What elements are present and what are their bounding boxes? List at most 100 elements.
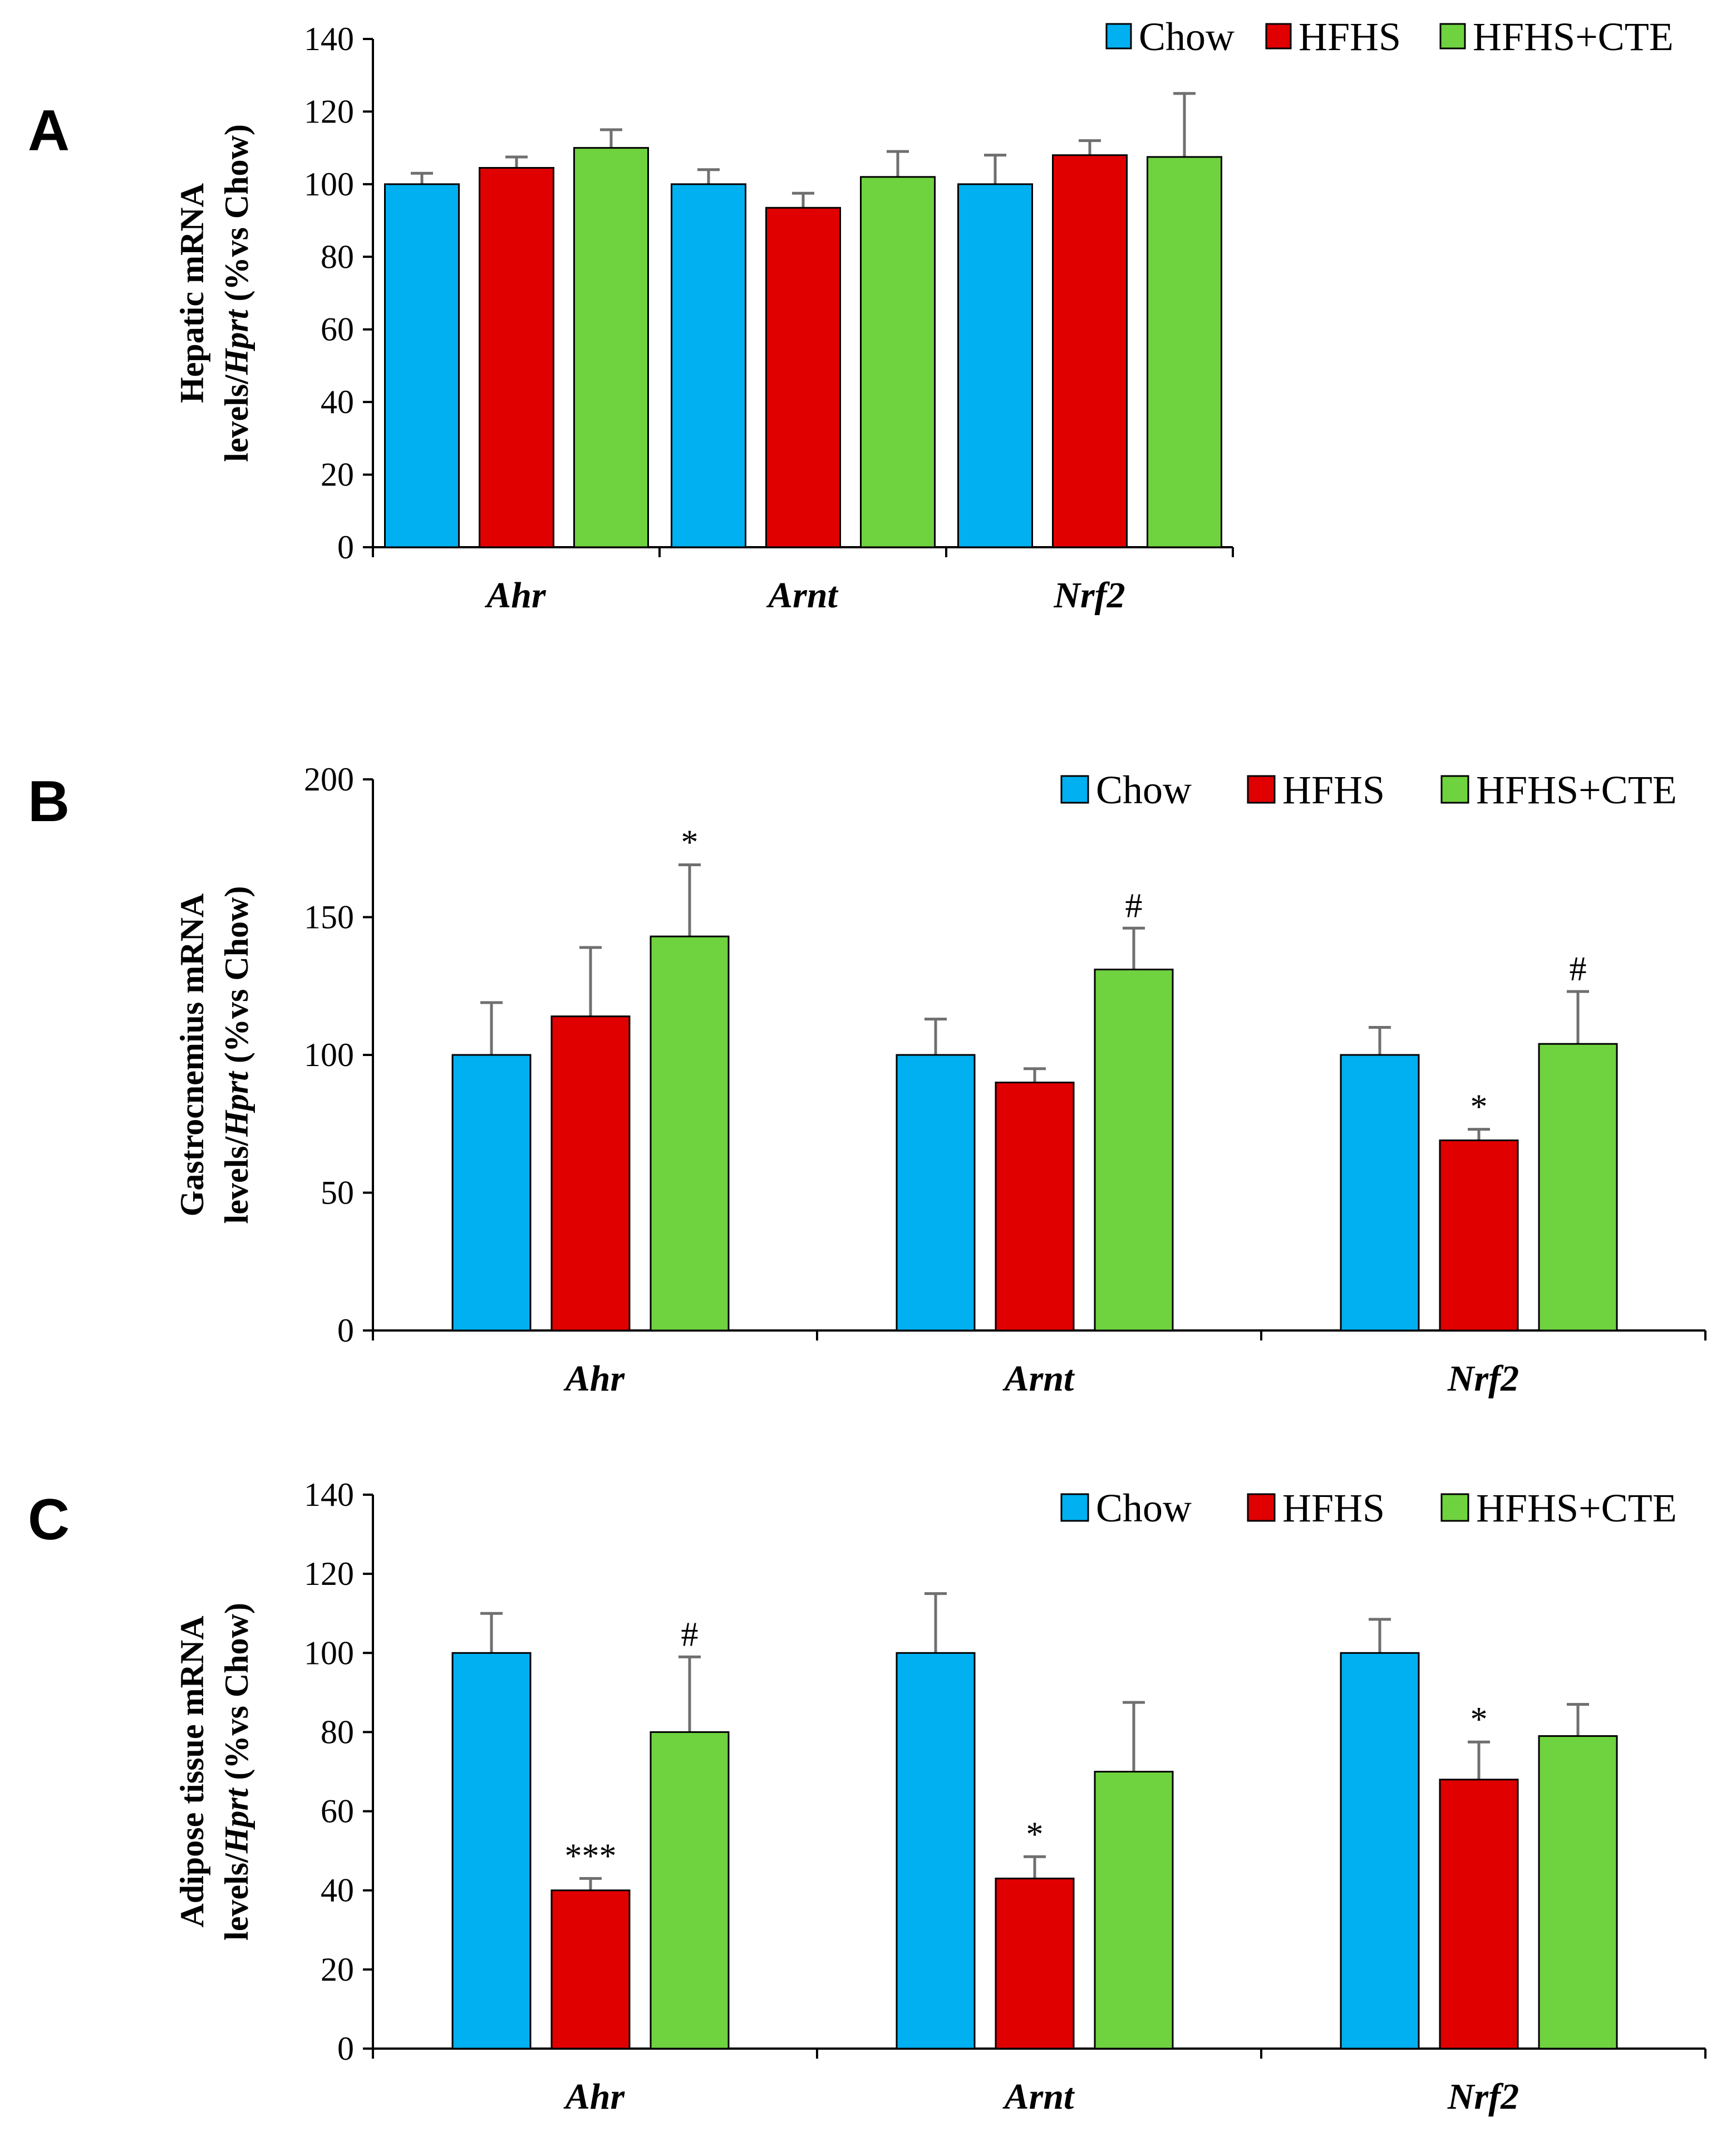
significance-mark: #: [681, 1615, 699, 1653]
bar-Nrf2-Chow: [1340, 1054, 1420, 1332]
y-axis-label-prefix: levels/: [218, 374, 255, 462]
panel-letter: C: [28, 1487, 70, 1552]
bar-Nrf2-HFHS+CTE: [1538, 1043, 1618, 1332]
legend-label: Chow: [1096, 768, 1192, 812]
y-axis-label-suffix: (%vs Chow): [218, 124, 255, 310]
legend-swatch-HFHS: [1247, 1493, 1276, 1522]
legend-swatch-Chow: [1060, 1493, 1089, 1522]
bar-Arnt-HFHS+CTE: [1094, 969, 1174, 1332]
y-axis-label-line1: Gastrocnemius mRNA: [174, 893, 210, 1217]
panel-C: C Adipose tissue mRNA levels/Hprt (%vs Cho…: [28, 1476, 1707, 2117]
y-tick-label: 0: [337, 1312, 354, 1349]
category-label-Nrf2: Nrf2: [1053, 575, 1125, 616]
y-tick-label: 60: [321, 1793, 354, 1830]
legend-label: HFHS+CTE: [1473, 14, 1674, 59]
y-axis-label-gene: Hprt: [218, 1787, 255, 1854]
panel-A: A Hepatic mRNAlevels/Hprt (%vs Chow) 0 20 40…: [28, 14, 1674, 616]
bar-Nrf2-HFHS: [1439, 1139, 1519, 1332]
legend-label: HFHS: [1282, 768, 1385, 812]
y-tick-label: 100: [304, 1037, 354, 1073]
significance-mark: *: [1026, 1815, 1044, 1853]
y-axis-label: Hepatic mRNAlevels/Hprt (%vs Chow): [174, 124, 255, 462]
significance-mark: ***: [565, 1837, 617, 1875]
y-axis-label-line2: levels/Hprt (%vs Chow): [218, 886, 255, 1224]
y-tick-label: 40: [321, 384, 354, 420]
category-label-Arnt: Arnt: [766, 575, 838, 616]
legend-label: HFHS+CTE: [1476, 768, 1677, 812]
category-label-Arnt: Arnt: [1002, 2076, 1075, 2117]
legend-label: Chow: [1139, 14, 1235, 59]
bar-Arnt-HFHS+CTE: [1094, 1771, 1174, 2050]
bar-Arnt-Chow: [896, 1054, 976, 1332]
category-label-Ahr: Ahr: [484, 575, 547, 616]
y-axis-label-gene: Hprt: [218, 1071, 255, 1137]
bar-Nrf2-HFHS+CTE: [1147, 156, 1222, 548]
y-axis-label-suffix: (%vs Chow): [218, 1603, 255, 1788]
bar-Arnt-HFHS: [995, 1082, 1075, 1332]
bar-Ahr-HFHS+CTE: [650, 935, 730, 1332]
bar-Nrf2-Chow: [1340, 1652, 1420, 2050]
y-axis-label: Gastrocnemius mRNA levels/Hprt (%vs Chow): [174, 886, 255, 1224]
y-axis-label: Adipose tissue mRNA levels/Hprt (%vs Chow…: [174, 1603, 255, 1941]
y-tick-label: 50: [321, 1175, 354, 1211]
y-axis-label-prefix: levels/: [218, 1853, 255, 1941]
significance-mark: #: [1570, 950, 1587, 988]
y-tick-label: 80: [321, 1713, 354, 1750]
y-tick-label: 40: [321, 1872, 354, 1909]
significance-mark: *: [1471, 1088, 1488, 1126]
bar-Ahr-HFHS+CTE: [650, 1731, 730, 2050]
y-axis-label-prefix: levels/: [218, 1136, 255, 1224]
significance-mark: *: [1471, 1701, 1488, 1739]
y-tick-label: 20: [321, 456, 354, 493]
bar-Arnt-Chow: [896, 1652, 976, 2050]
y-axis-label-suffix: (%vs Chow): [218, 886, 255, 1072]
y-tick-label: 0: [337, 2030, 354, 2067]
y-axis-label-line2: levels/Hprt (%vs Chow): [218, 124, 255, 462]
y-tick-label: 80: [321, 238, 354, 275]
y-tick-label: 200: [304, 761, 354, 798]
bar-Ahr-HFHS+CTE: [573, 147, 649, 548]
bar-Ahr-HFHS: [479, 167, 554, 548]
bar-Nrf2-HFHS: [1439, 1779, 1519, 2050]
y-axis-label-gene: Hprt: [218, 308, 255, 375]
y-tick-label: 150: [304, 899, 354, 936]
legend-label: Chow: [1096, 1486, 1192, 1530]
y-axis-label-line2: levels/Hprt (%vs Chow): [218, 1603, 255, 1941]
legend-swatch-Chow: [1060, 775, 1089, 804]
y-tick-label: 120: [304, 1555, 354, 1592]
panel-letter: A: [28, 99, 70, 163]
category-label-Ahr: Ahr: [563, 2076, 626, 2117]
panel-letter: B: [28, 769, 70, 834]
significance-mark: #: [1125, 887, 1143, 925]
category-label-Arnt: Arnt: [1002, 1358, 1075, 1399]
y-axis-label-line1: Hepatic mRNA: [174, 183, 210, 403]
bar-Arnt-HFHS: [995, 1877, 1075, 2050]
bar-Nrf2-HFHS: [1052, 154, 1128, 548]
y-tick-label: 0: [337, 529, 354, 566]
significance-mark: *: [681, 823, 699, 861]
panel-B: B Gastrocnemius mRNA levels/Hprt (%vs Chow…: [28, 761, 1707, 1399]
y-tick-label: 100: [304, 1634, 354, 1671]
legend-swatch-Chow: [1105, 23, 1132, 50]
bar-Ahr-HFHS: [550, 1889, 631, 2050]
bar-Ahr-Chow: [451, 1054, 532, 1332]
bar-Nrf2-HFHS+CTE: [1538, 1735, 1618, 2050]
bar-Nrf2-Chow: [957, 183, 1033, 548]
legend-swatch-HFHS: [1247, 775, 1276, 804]
bar-Arnt-HFHS+CTE: [860, 176, 936, 548]
category-label-Nrf2: Nrf2: [1447, 1358, 1519, 1399]
y-tick-label: 140: [304, 21, 354, 57]
legend-label: HFHS: [1282, 1486, 1385, 1530]
y-tick-label: 60: [321, 311, 354, 348]
legend-label: HFHS+CTE: [1476, 1486, 1677, 1530]
legend-label: HFHS: [1299, 14, 1401, 59]
y-tick-label: 140: [304, 1476, 354, 1513]
legend-swatch-HFHS: [1265, 23, 1292, 50]
bar-Arnt-HFHS: [765, 207, 841, 548]
category-label-Ahr: Ahr: [563, 1358, 626, 1399]
legend-swatch-HFHS+CTE: [1440, 1493, 1469, 1522]
bar-Ahr-HFHS: [550, 1015, 631, 1332]
y-axis-label-line1: Adipose tissue mRNA: [174, 1615, 210, 1927]
y-tick-label: 20: [321, 1951, 354, 1988]
